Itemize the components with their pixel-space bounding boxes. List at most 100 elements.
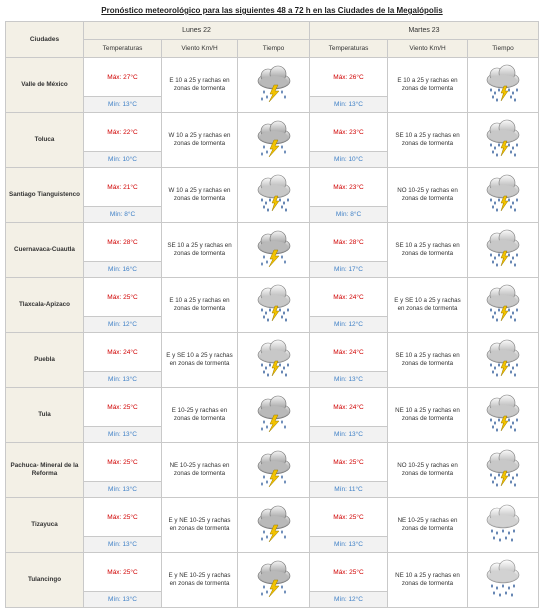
day1-min-temp: Mín: 13°C	[83, 591, 162, 608]
table-row: Toluca Máx: 22°C W 10 a 25 y rachas en zon…	[5, 112, 540, 168]
day1-max-temp: Máx: 28°C	[83, 222, 162, 262]
day2-max-temp: Máx: 24°C	[309, 277, 388, 317]
rain-thunder-icon	[253, 284, 295, 324]
day2-max-temp: Máx: 25°C	[309, 552, 388, 592]
day1-max-temp: Máx: 25°C	[83, 277, 162, 317]
day2-min-temp: Mín: 13°C	[309, 96, 388, 113]
thunderstorm-icon	[253, 559, 295, 599]
table-row: Tizayuca Máx: 25°C E y NE 10-25 y rachas e…	[5, 497, 540, 553]
rain-thunder-icon	[482, 174, 524, 214]
weather-cell	[466, 497, 540, 553]
table-row-min: Mín: 16°C Mín: 17°C	[6, 261, 539, 278]
day2-header: Martes 23	[308, 21, 540, 40]
weather-cell	[237, 552, 310, 608]
day1-max-temp: Máx: 25°C	[83, 387, 162, 427]
table-row-min: Mín: 13°C Mín: 13°C	[6, 96, 539, 113]
day1-wind: NE 10-25 y rachas en zonas de tormenta	[161, 442, 238, 498]
day1-min-temp: Mín: 12°C	[83, 316, 162, 333]
day1-wind-header: Viento Km/H	[161, 39, 238, 58]
day1-max-temp: Máx: 25°C	[83, 442, 162, 482]
forecast-table: Ciudades Lunes 22 Martes 23 Temperaturas…	[5, 21, 540, 608]
weather-cell	[237, 332, 310, 388]
weather-cell	[466, 552, 540, 608]
thunderstorm-icon	[253, 394, 295, 434]
weather-cell	[466, 57, 540, 113]
day2-wind: NO 10-25 y rachas en zonas de tormenta	[387, 442, 468, 498]
table-row: Tlaxcala-Apizaco Máx: 25°C E 10 a 25 y rac…	[5, 277, 540, 333]
weather-cell	[237, 497, 310, 553]
weather-cell	[466, 112, 540, 168]
city-name: Tizayuca	[5, 497, 84, 553]
day1-min-temp: Mín: 16°C	[83, 261, 162, 278]
day2-wind: NE 10 a 25 y rachas en zonas de tormenta	[387, 552, 468, 608]
thunderstorm-icon	[253, 229, 295, 269]
page-title: Pronóstico meteorológico para las siguie…	[101, 6, 443, 15]
weather-cell	[466, 387, 540, 443]
day2-temp-header: Temperaturas	[309, 39, 388, 58]
rain-thunder-icon	[482, 449, 524, 489]
weather-cell	[237, 387, 310, 443]
rain-thunder-icon	[482, 284, 524, 324]
day2-max-temp: Máx: 25°C	[309, 497, 388, 537]
day1-wind: E 10 a 25 y rachas en zonas de tormenta	[161, 57, 238, 113]
day2-wind-header: Viento Km/H	[387, 39, 468, 58]
rain-thunder-icon	[253, 174, 295, 214]
table-row-min: Mín: 13°C Mín: 12°C	[6, 591, 539, 608]
day2-min-temp: Mín: 12°C	[309, 316, 388, 333]
day1-min-temp: Mín: 13°C	[83, 371, 162, 388]
day2-max-temp: Máx: 25°C	[309, 442, 388, 482]
day1-wind: SE 10 a 25 y rachas en zonas de tormenta	[161, 222, 238, 278]
city-name: Tlaxcala-Apizaco	[5, 277, 84, 333]
day1-wind: E y SE 10 a 25 y rachas en zonas de torm…	[161, 332, 238, 388]
day2-min-temp: Mín: 17°C	[309, 261, 388, 278]
day1-min-temp: Mín: 13°C	[83, 426, 162, 443]
day1-wind: E y NE 10-25 y rachas en zonas de tormen…	[161, 552, 238, 608]
city-name: Tulancingo	[5, 552, 84, 608]
day1-header: Lunes 22	[83, 21, 310, 40]
day2-min-temp: Mín: 12°C	[309, 591, 388, 608]
day2-weather-header: Tiempo	[466, 39, 540, 58]
day1-min-temp: Mín: 13°C	[83, 96, 162, 113]
day2-wind: NO 10-25 y rachas en zonas de tormenta	[387, 167, 468, 223]
day1-min-temp: Mín: 13°C	[83, 536, 162, 553]
day1-max-temp: Máx: 21°C	[83, 167, 162, 207]
table-row-min: Mín: 13°C Mín: 13°C	[6, 536, 539, 553]
city-name: Puebla	[5, 332, 84, 388]
table-row-min: Mín: 13°C Mín: 13°C	[6, 426, 539, 443]
day1-max-temp: Máx: 25°C	[83, 552, 162, 592]
city-name: Santiago Tianguistenco	[5, 167, 84, 223]
rain-icon	[482, 504, 524, 544]
day2-wind: SE 10 a 25 y rachas en zonas de tormenta	[387, 332, 468, 388]
city-name: Valle de México	[5, 57, 84, 113]
weather-cell	[237, 277, 310, 333]
thunderstorm-icon	[253, 449, 295, 489]
day2-max-temp: Máx: 24°C	[309, 387, 388, 427]
day2-wind: SE 10 a 25 y rachas en zonas de tormenta	[387, 112, 468, 168]
day2-max-temp: Máx: 23°C	[309, 112, 388, 152]
day2-min-temp: Mín: 10°C	[309, 151, 388, 168]
day1-wind: E 10-25 y rachas en zonas de tormenta	[161, 387, 238, 443]
day1-min-temp: Mín: 10°C	[83, 151, 162, 168]
weather-cell	[466, 277, 540, 333]
cities-header: Ciudades	[5, 21, 84, 58]
day2-min-temp: Mín: 13°C	[309, 536, 388, 553]
day1-max-temp: Máx: 25°C	[83, 497, 162, 537]
day2-wind: E 10 a 25 y rachas en zonas de tormenta	[387, 57, 468, 113]
table-row: Pachuca- Mineral de la Reforma Máx: 25°C N…	[5, 442, 540, 498]
rain-thunder-icon	[482, 339, 524, 379]
day2-wind: SE 10 a 25 y rachas en zonas de tormenta	[387, 222, 468, 278]
day1-wind: E 10 a 25 y rachas en zonas de tormenta	[161, 277, 238, 333]
rain-thunder-icon	[482, 229, 524, 269]
day2-max-temp: Máx: 26°C	[309, 57, 388, 97]
rain-thunder-icon	[253, 339, 295, 379]
city-name: Pachuca- Mineral de la Reforma	[5, 442, 84, 498]
day1-wind: W 10 a 25 y rachas en zonas de tormenta	[161, 112, 238, 168]
table-row: Santiago Tianguistenco Máx: 21°C W 10 a 25…	[5, 167, 540, 223]
day1-max-temp: Máx: 24°C	[83, 332, 162, 372]
day1-min-temp: Mín: 8°C	[83, 206, 162, 223]
table-row: Tulancingo Máx: 25°C E y NE 10-25 y rachas…	[5, 552, 540, 608]
weather-cell	[466, 222, 540, 278]
day2-max-temp: Máx: 28°C	[309, 222, 388, 262]
thunderstorm-icon	[253, 504, 295, 544]
day2-min-temp: Mín: 11°C	[309, 481, 388, 498]
